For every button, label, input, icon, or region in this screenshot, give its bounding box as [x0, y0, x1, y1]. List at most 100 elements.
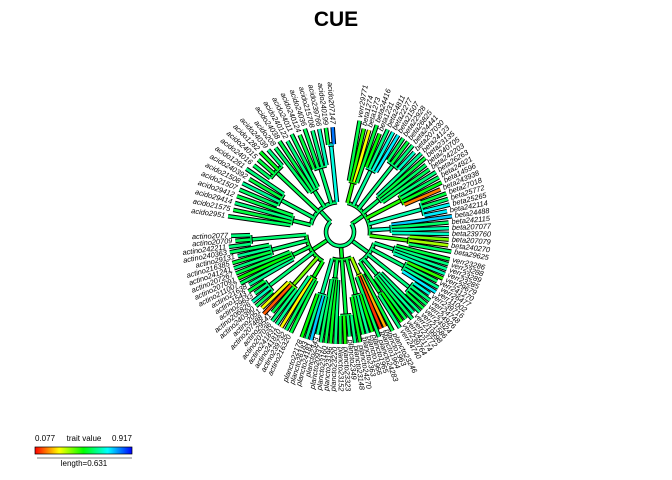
tip-branch — [403, 188, 441, 206]
tip-branch — [376, 275, 414, 320]
tip-label: beta207079 — [451, 235, 491, 247]
tip-branch — [259, 150, 279, 171]
tip-branch — [303, 128, 320, 169]
subclade-stem — [345, 258, 358, 297]
tip-branch — [359, 294, 374, 333]
tip-branch — [284, 278, 316, 331]
tip-branch — [394, 144, 414, 167]
tip-branch — [255, 290, 274, 308]
tip-branch — [390, 140, 410, 165]
tip-branch — [406, 261, 444, 280]
tip-branch — [381, 168, 431, 204]
tip-branch — [357, 275, 383, 330]
legend-min: 0.077 — [35, 434, 56, 443]
tip-branch — [368, 129, 389, 170]
tip-branch — [275, 275, 311, 326]
tip-branch — [395, 244, 450, 261]
tip-branch — [311, 130, 324, 167]
tip-label: plancto23152 — [336, 346, 345, 391]
subclade-stem — [350, 257, 361, 277]
tip-branch — [356, 295, 370, 334]
subclade-stem — [250, 233, 307, 241]
tip-branch — [408, 242, 452, 253]
tip-branch — [353, 296, 365, 335]
tip-branch — [378, 294, 401, 329]
tip-label: actino2077 — [192, 231, 229, 241]
tip-branch — [391, 226, 449, 232]
tip-branch — [391, 231, 450, 236]
tip-branch — [237, 253, 292, 280]
legend-label: trait value — [67, 434, 102, 443]
tip-label: actino20709 — [192, 236, 233, 248]
clade-stem-verr — [350, 239, 370, 255]
tip-label: beta207077 — [452, 222, 492, 232]
tip-branch — [350, 128, 366, 182]
tip-branch — [403, 267, 439, 289]
subclade-stem — [291, 219, 312, 227]
tip-branch — [241, 182, 280, 203]
tip-branch — [271, 286, 295, 314]
tip-branch — [290, 133, 320, 188]
tip-branch — [233, 208, 292, 224]
clade-arc-verr — [358, 242, 376, 264]
tip-branch — [361, 273, 394, 332]
subclade-stem — [290, 245, 310, 257]
scale-label: length=0.631 — [61, 459, 108, 468]
tip-branch — [391, 221, 449, 229]
tip-branch — [391, 214, 453, 227]
tip-branch — [398, 171, 437, 197]
tip-branch — [393, 252, 446, 276]
subclade-stem — [346, 181, 355, 204]
tip-branch — [346, 315, 351, 337]
tip-label: plancto23196 — [321, 345, 334, 392]
tip-branch — [331, 127, 336, 145]
subclade-arc — [398, 194, 406, 206]
tip-branch — [413, 282, 431, 296]
tip-branch — [380, 292, 403, 323]
tip-branch — [409, 239, 449, 247]
subclade-stem — [333, 259, 339, 280]
tip-branch — [397, 151, 416, 170]
tip-branch — [236, 195, 294, 217]
tip-branch — [329, 279, 338, 344]
subclade-stem — [369, 227, 392, 232]
clade-stem-actino — [310, 238, 329, 252]
tip-label: plancto2349 — [346, 338, 359, 380]
tip-branch — [280, 277, 313, 329]
tip-branch — [324, 279, 336, 344]
tip-branch — [353, 129, 371, 183]
tip-branch — [401, 270, 437, 294]
tip-branch — [410, 285, 431, 302]
subclade-stem — [340, 259, 348, 316]
tip-branch — [261, 281, 290, 310]
legend: 0.077 trait value 0.917 length=0.631 — [34, 434, 133, 468]
subclade-stem — [291, 256, 319, 287]
tip-branch — [405, 291, 425, 310]
subclade-stem — [371, 247, 406, 269]
subclade-stem — [369, 234, 410, 242]
subclade-stem — [320, 258, 334, 296]
tip-branch — [248, 258, 294, 286]
tip-branch — [423, 203, 450, 213]
tip-branch — [251, 287, 271, 303]
subclade-stem — [267, 251, 314, 288]
tip-branch — [350, 315, 357, 344]
subclade-stem — [311, 260, 325, 280]
subclade-stem — [358, 261, 382, 295]
tip-branch — [274, 147, 311, 194]
tip-branch — [289, 279, 318, 334]
tip-branch — [247, 279, 266, 293]
subclade-stem — [312, 188, 326, 208]
tip-branch — [239, 188, 278, 207]
tip-branch — [239, 255, 293, 285]
tip-branch — [300, 293, 319, 338]
subclade-arc — [263, 280, 274, 293]
clade-arc-acido — [309, 200, 338, 226]
legend-max: 0.917 — [112, 434, 133, 443]
tip-branch — [359, 274, 387, 328]
subclade-stem — [318, 166, 333, 204]
subclade-arc — [351, 293, 361, 299]
subclade-arc — [392, 245, 398, 254]
subclade-arc — [289, 215, 294, 226]
